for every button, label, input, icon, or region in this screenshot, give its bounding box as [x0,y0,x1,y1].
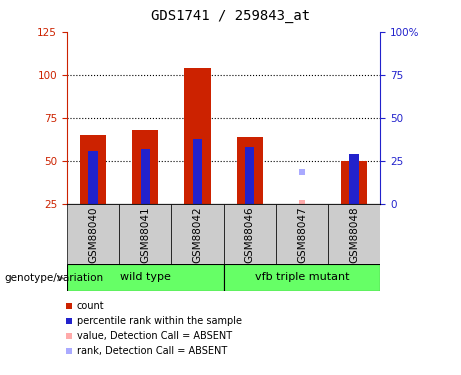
Bar [88,151,98,204]
Bar [341,161,367,204]
Text: vfb triple mutant: vfb triple mutant [255,273,349,282]
Text: GSM88042: GSM88042 [192,206,202,262]
Text: percentile rank within the sample: percentile rank within the sample [77,316,242,326]
Bar [184,68,211,204]
Text: wild type: wild type [120,273,171,282]
Bar [80,135,106,204]
Bar [245,147,254,204]
Text: GSM88046: GSM88046 [245,206,255,262]
Text: value, Detection Call = ABSENT: value, Detection Call = ABSENT [77,331,232,340]
Text: GDS1741 / 259843_at: GDS1741 / 259843_at [151,9,310,23]
Bar [119,204,171,264]
Text: GSM88047: GSM88047 [297,206,307,262]
Bar [236,137,263,204]
Bar [132,130,158,204]
Bar [328,204,380,264]
Bar [193,139,202,204]
Text: count: count [77,301,105,310]
Bar [276,204,328,264]
Bar [67,264,224,291]
Bar [171,204,224,264]
Bar [224,264,380,291]
Bar [67,204,119,264]
Text: GSM88048: GSM88048 [349,206,359,262]
Bar [141,149,150,204]
Text: GSM88041: GSM88041 [140,206,150,262]
Text: rank, Detection Call = ABSENT: rank, Detection Call = ABSENT [77,346,227,355]
Bar [224,204,276,264]
Text: GSM88040: GSM88040 [88,206,98,262]
Text: genotype/variation: genotype/variation [5,273,104,283]
Bar [349,154,359,204]
